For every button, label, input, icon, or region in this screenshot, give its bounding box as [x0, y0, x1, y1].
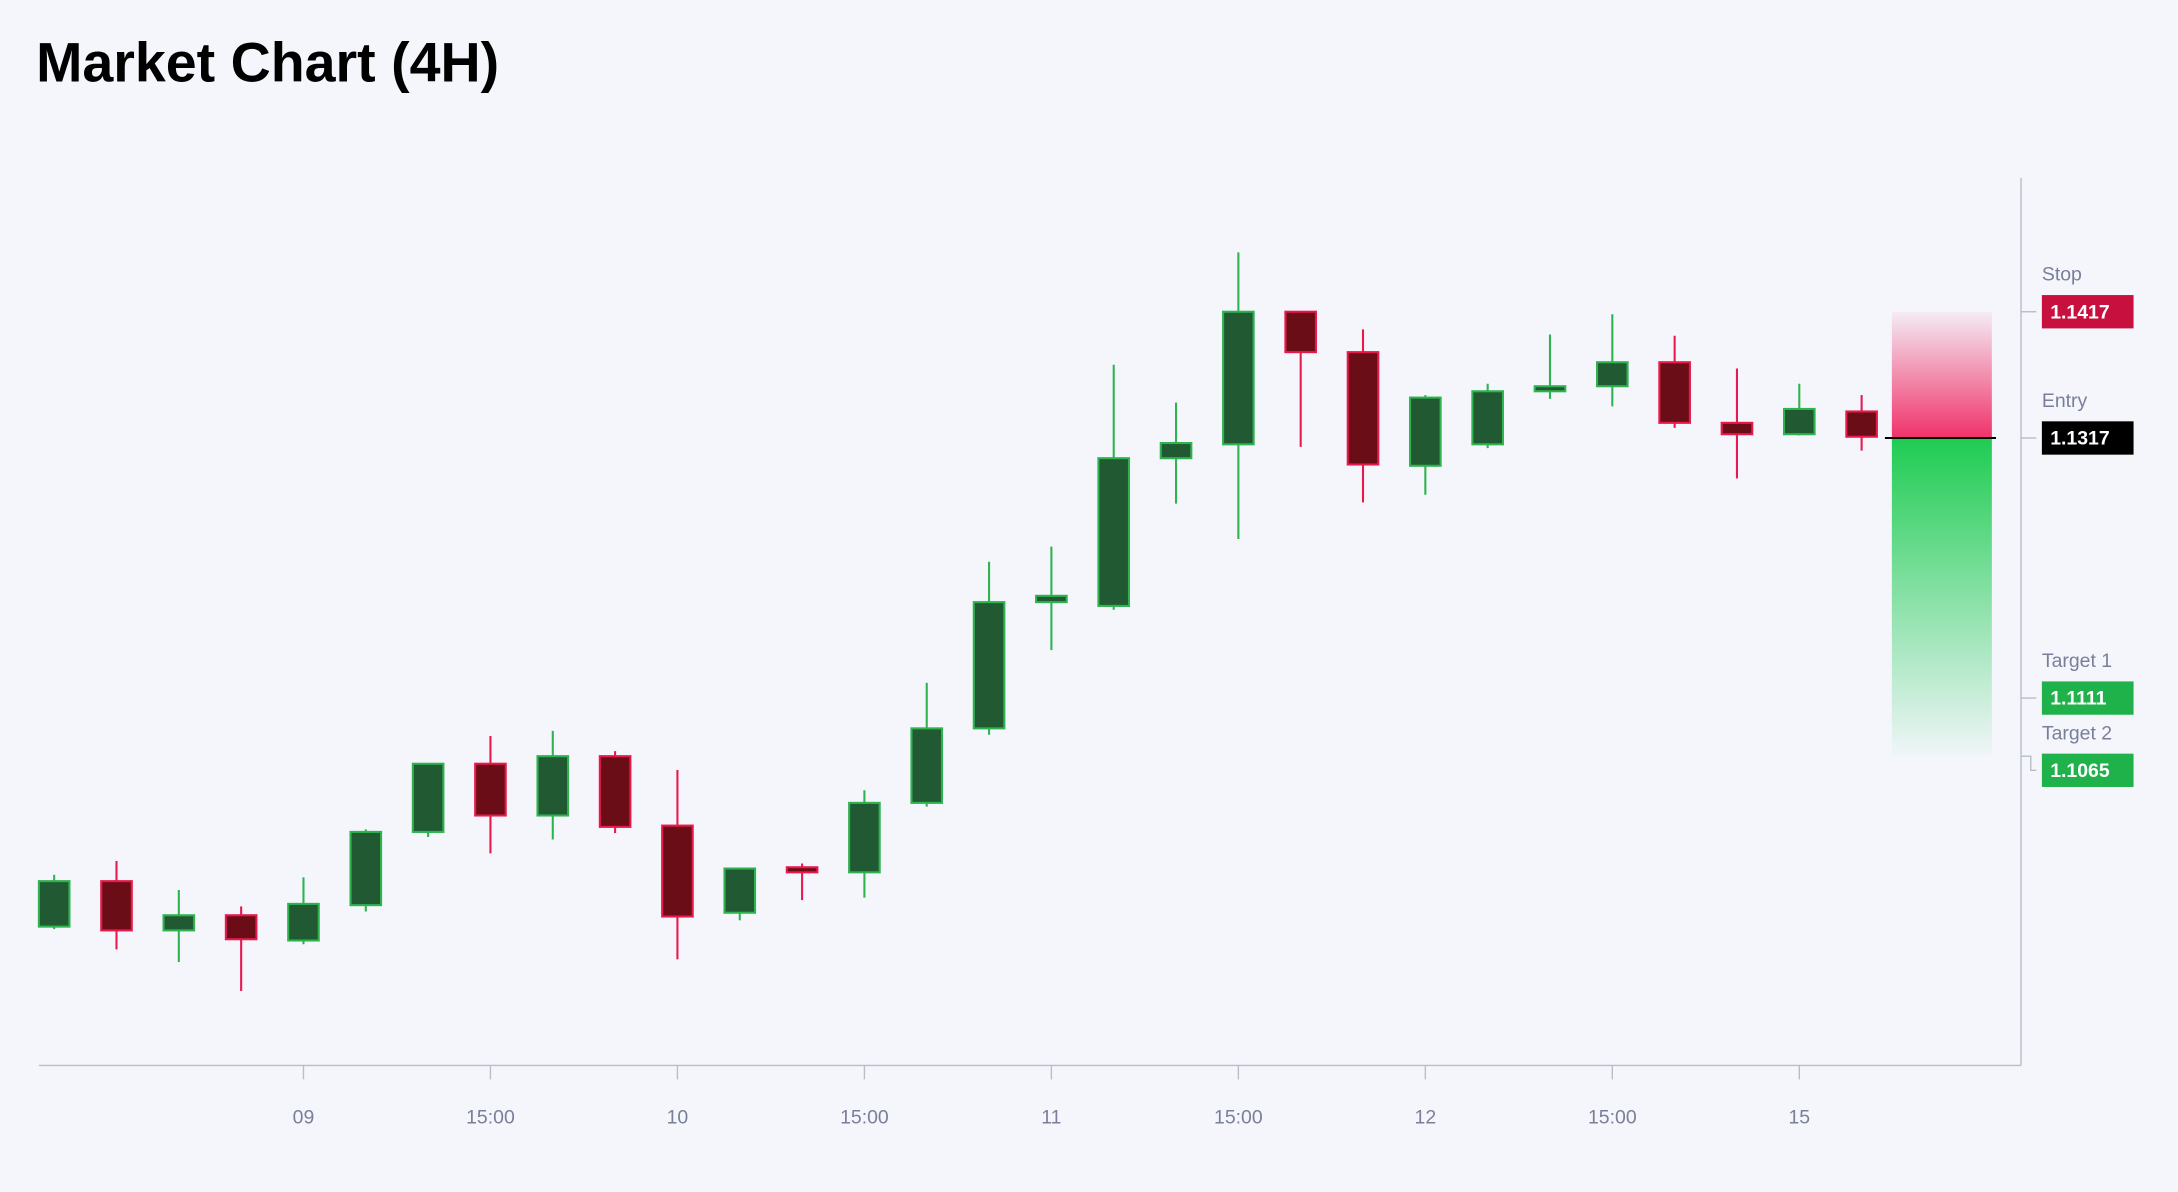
candle-body — [1284, 310, 1318, 354]
level-name: Stop — [2042, 264, 2082, 286]
candle-body — [848, 801, 881, 874]
x-tick-label: 15:00 — [840, 1106, 889, 1128]
candle-body — [411, 762, 445, 833]
level-value: 1.1417 — [2050, 301, 2109, 323]
candle-body — [1159, 442, 1193, 460]
level-box — [2041, 421, 2134, 455]
level-value: 1.1065 — [2050, 760, 2110, 782]
x-tick-label: 15 — [1788, 1106, 1810, 1128]
candle-body — [1222, 310, 1255, 446]
candle-body — [1720, 421, 1754, 436]
level-name: Entry — [2042, 390, 2088, 412]
candle-body — [661, 824, 694, 918]
candle-body — [723, 867, 757, 914]
x-tick-label: 12 — [1415, 1106, 1437, 1128]
candle-body — [37, 880, 71, 928]
x-tick-label: 15:00 — [466, 1106, 515, 1128]
candle-body — [785, 866, 819, 874]
level-value: 1.1317 — [2050, 428, 2109, 450]
candle-body — [536, 755, 570, 817]
x-tick-label: 15:00 — [1588, 1106, 1637, 1128]
level-box — [2041, 753, 2134, 787]
x-tick-label: 09 — [293, 1106, 315, 1128]
candle-body — [1035, 594, 1068, 604]
candle-body — [474, 762, 507, 817]
candle-body — [162, 914, 196, 932]
candle-body — [100, 880, 133, 932]
candle-body — [1533, 385, 1567, 393]
candle-body — [1409, 396, 1442, 467]
candle-body — [224, 914, 258, 941]
level-tick — [2021, 755, 2037, 772]
level-box — [2041, 681, 2134, 715]
level-value: 1.1111 — [2050, 688, 2106, 710]
candle-body — [972, 601, 1006, 730]
candle-body — [1845, 410, 1878, 438]
candle-body — [1471, 390, 1504, 446]
candle-body — [1346, 351, 1380, 466]
x-tick-label: 10 — [667, 1106, 689, 1128]
level-name: Target 2 — [2042, 722, 2112, 744]
candle-body — [349, 830, 383, 907]
level-name: Target 1 — [2042, 650, 2112, 672]
candle-body — [1782, 407, 1816, 436]
candle-body — [1658, 361, 1691, 424]
level-box — [2041, 295, 2134, 329]
candle-body — [1097, 457, 1131, 607]
candle-body — [287, 902, 320, 942]
risk-zone — [1891, 311, 1992, 438]
candle-body — [1595, 361, 1629, 388]
reward-zone — [1891, 437, 1992, 757]
candle-body — [598, 755, 632, 828]
candle-body — [910, 727, 944, 804]
chart-title: Market Chart (4H) — [36, 31, 499, 93]
x-tick-label: 15:00 — [1214, 1106, 1263, 1128]
x-tick-label: 11 — [1041, 1106, 1061, 1128]
